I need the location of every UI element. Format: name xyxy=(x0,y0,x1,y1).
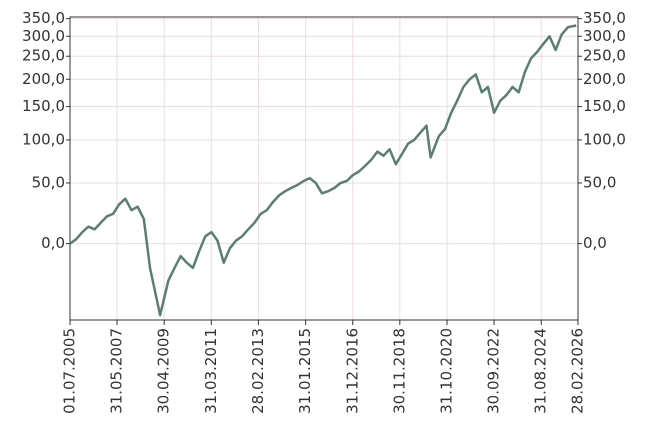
y-tick-label: 250,0 xyxy=(22,47,65,65)
x-tick-label: 28.02.2013 xyxy=(249,328,267,414)
y2-tick-label: 100,0 xyxy=(583,130,626,148)
x-tick-label: 31.10.2020 xyxy=(438,328,456,414)
y-tick-label: 0,0 xyxy=(41,234,65,252)
y-tick-label: 200,0 xyxy=(22,70,65,88)
y-tick-label: 100,0 xyxy=(22,130,65,148)
y2-tick-label: 250,0 xyxy=(583,47,626,65)
x-tick-label: 01.07.2005 xyxy=(61,328,79,414)
x-tick-label: 30.11.2018 xyxy=(390,328,408,414)
x-tick-label: 28.02.2026 xyxy=(569,328,587,414)
x-tick-label: 31.05.2007 xyxy=(108,328,126,414)
y-tick-label: 150,0 xyxy=(22,97,65,115)
y-tick-label: 300,0 xyxy=(22,27,65,45)
y-tick-label: 350,0 xyxy=(22,9,65,27)
y2-tick-label: 200,0 xyxy=(583,70,626,88)
x-tick-label: 30.04.2009 xyxy=(155,328,173,414)
x-tick-label: 31.01.2015 xyxy=(296,328,314,414)
y2-tick-label: 0,0 xyxy=(583,234,607,252)
x-tick-label: 30.09.2022 xyxy=(485,328,503,414)
y2-tick-label: 300,0 xyxy=(583,27,626,45)
y-tick-label: 50,0 xyxy=(32,173,65,191)
y2-tick-label: 350,0 xyxy=(583,9,626,27)
y2-tick-label: 150,0 xyxy=(583,97,626,115)
y2-tick-label: 50,0 xyxy=(583,173,616,191)
x-tick-label: 31.03.2011 xyxy=(202,328,220,414)
x-tick-label: 31.12.2016 xyxy=(343,328,361,414)
x-tick-label: 31.08.2024 xyxy=(532,328,550,414)
line-series xyxy=(69,24,577,317)
plot-frame xyxy=(69,16,579,321)
